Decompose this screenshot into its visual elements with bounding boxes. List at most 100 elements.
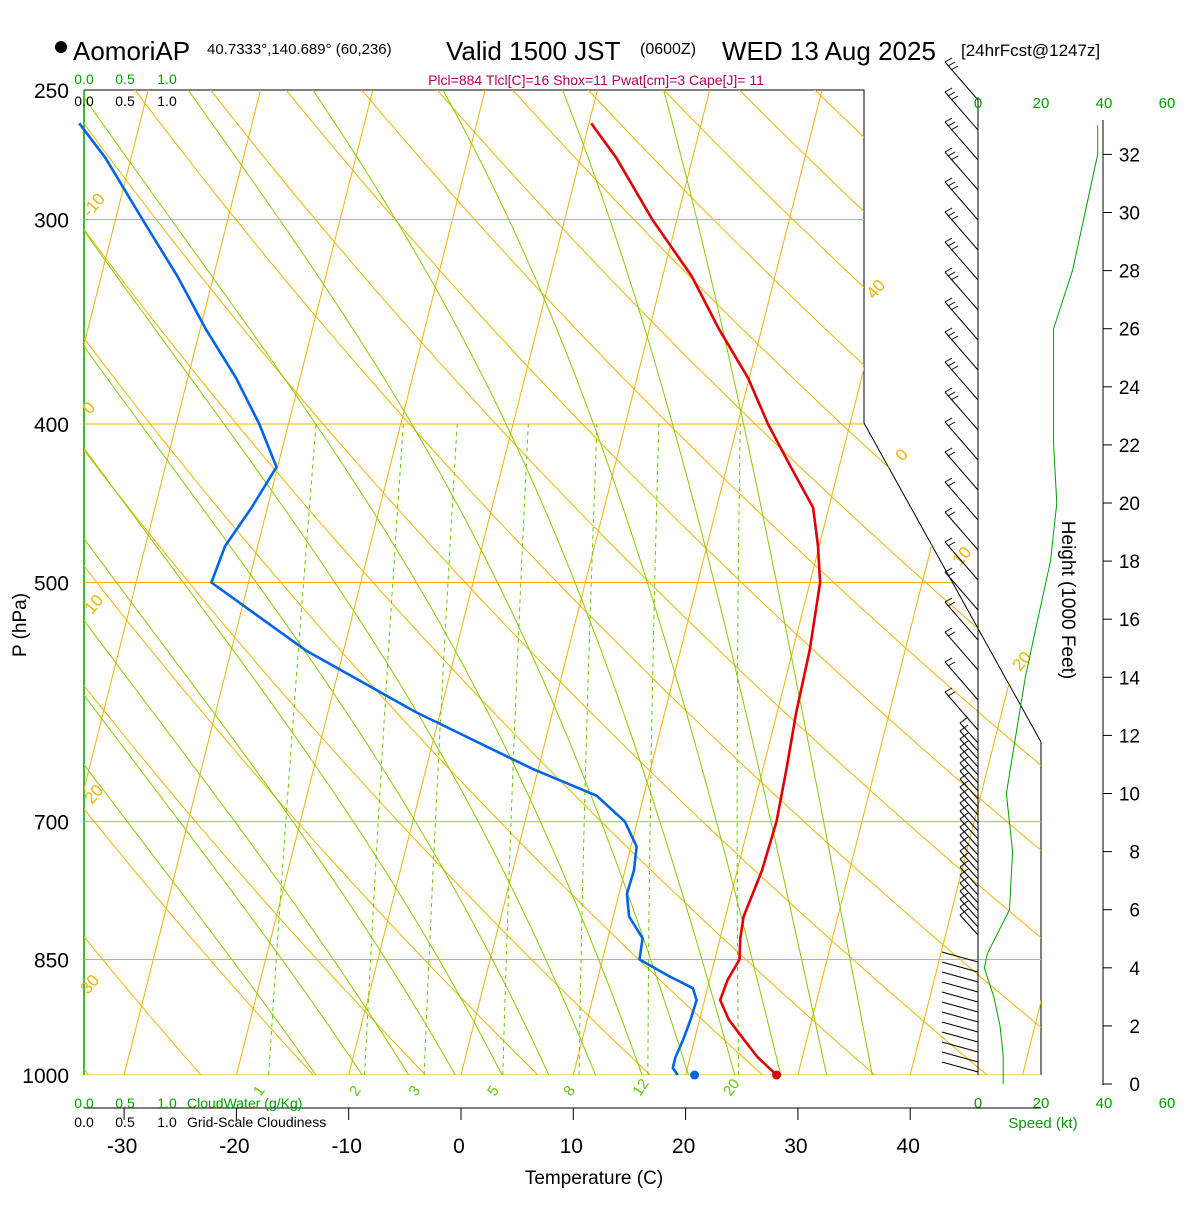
isotherm-line — [349, 0, 638, 1075]
profile-lines — [79, 123, 820, 1079]
wind-barb-flag — [945, 328, 952, 332]
wind-barb — [960, 899, 978, 919]
wind-barb-flag — [951, 96, 958, 100]
wind-barb — [942, 1022, 978, 1032]
mixing-ratio-label: 12 — [629, 1076, 652, 1099]
wind-barb — [960, 771, 978, 791]
wind-barb — [945, 422, 978, 460]
isotherm-line — [1023, 0, 1200, 1075]
cloudiness-tick-bottom: 1.0 — [157, 1114, 177, 1130]
wind-barb-flag — [948, 692, 955, 696]
wind-barb-flag — [951, 276, 958, 280]
wind-barb-flag — [945, 298, 952, 302]
wind-barb-flag — [951, 246, 958, 250]
moist-adiabat — [0, 61, 475, 1110]
isotherm-line — [461, 0, 750, 1075]
wind-barb — [960, 787, 978, 807]
wind-barb — [960, 803, 978, 823]
wind-barb-flag — [945, 538, 952, 542]
height-tick-label: 14 — [1119, 668, 1141, 689]
pressure-tick-label: 850 — [34, 950, 69, 973]
height-tick-label: 6 — [1129, 901, 1140, 922]
wind-barb — [945, 212, 978, 250]
wind-barb-flag — [945, 58, 952, 62]
pressure-tick-label: 700 — [34, 812, 69, 835]
wind-barb-flag — [948, 422, 955, 426]
wind-barb-flag — [951, 336, 958, 340]
wind-barb — [945, 392, 978, 430]
adiabat-label: 0 — [892, 445, 913, 464]
speed-tick-bottom: 60 — [1159, 1095, 1176, 1112]
wind-barb-flag — [948, 62, 955, 66]
dry-adiabat — [234, 0, 1200, 1110]
wind-barb — [945, 632, 978, 670]
wind-barb-flag — [945, 688, 952, 692]
cloudiness-tick-top: 0.0 — [74, 93, 94, 109]
wind-barb-flag — [951, 396, 958, 400]
wind-barb — [942, 962, 978, 972]
wind-barb — [945, 152, 978, 190]
wind-barb-flag — [948, 182, 955, 186]
temperature-tick-label: 40 — [897, 1135, 920, 1158]
wind-barb — [960, 843, 978, 863]
station-name: AomoriAP — [73, 36, 190, 66]
temperature-tick-label: -20 — [219, 1135, 249, 1158]
cloud-water-label: CloudWater (g/Kg) — [187, 1095, 302, 1111]
wind-barb-flag — [948, 272, 955, 276]
forecast-label: [24hrFcst@1247z] — [961, 41, 1100, 60]
dry-adiabat — [0, 0, 460, 1110]
wind-barb — [942, 1032, 978, 1042]
wind-barb — [960, 795, 978, 815]
height-tick-label: 4 — [1129, 959, 1140, 980]
moist-adiabat — [0, 61, 520, 1110]
wind-barb — [960, 763, 978, 783]
wind-barb-flag — [945, 418, 952, 422]
wind-barb — [945, 182, 978, 220]
wind-barb — [945, 602, 978, 640]
isotherm-line — [124, 0, 413, 1075]
wind-barb-flag — [948, 452, 955, 456]
pressure-tick-label: 500 — [34, 573, 69, 596]
wind-barb-flag — [948, 362, 955, 366]
pressure-tick-label: 250 — [34, 80, 69, 103]
valid-time: Valid 1500 JST — [446, 36, 621, 66]
height-tick-label: 2 — [1129, 1017, 1140, 1038]
temperature-surface-marker — [772, 1071, 781, 1080]
temperature-tick-label: 0 — [453, 1135, 465, 1158]
wind-barb-flag — [945, 478, 952, 482]
wind-barb — [960, 723, 978, 743]
isotherm-line — [0, 0, 76, 1075]
wind-barb-flag — [945, 448, 952, 452]
cloud-water-tick-top: 0.5 — [115, 71, 135, 87]
indices-line: Plcl=884 Tlcl[C]=16 Shox=11 Pwat[cm]=3 C… — [428, 72, 764, 88]
dry-adiabat — [0, 0, 4, 1110]
temperature-tick-label: 10 — [560, 1135, 583, 1158]
wind-barb — [942, 952, 978, 962]
wind-barb-flag — [945, 388, 952, 392]
background-lines — [0, 0, 1200, 1110]
wind-barb-flag — [951, 66, 958, 70]
height-tick-label: 8 — [1129, 843, 1140, 864]
height-tick-label: 24 — [1119, 378, 1141, 399]
isotherm-line — [686, 0, 975, 1075]
height-axis-title: Height (1000 Feet) — [1057, 521, 1078, 679]
wind-barb — [942, 992, 978, 1002]
speed-tick-top: 60 — [1159, 95, 1176, 112]
height-tick-label: 20 — [1119, 494, 1140, 515]
cloud-water-tick-bottom: 0.0 — [74, 1095, 94, 1111]
wind-barb-flag — [945, 358, 952, 362]
adiabat-label: 30 — [77, 971, 104, 998]
isotherm-line — [0, 0, 188, 1075]
moist-adiabat — [427, 61, 789, 1110]
mixing-ratio-line — [579, 424, 597, 1075]
wind-barb-flag — [948, 152, 955, 156]
temperature-tick-label: -10 — [332, 1135, 362, 1158]
speed-tick-top: 0 — [974, 95, 982, 112]
wind-barb — [960, 891, 978, 911]
mixing-ratio-label: 2 — [346, 1083, 365, 1100]
height-tick-label: 30 — [1119, 204, 1140, 225]
height-tick-label: 12 — [1119, 726, 1140, 747]
wind-barb — [960, 867, 978, 887]
cloudiness-tick-top: 1.0 — [157, 93, 177, 109]
wind-barb — [942, 1002, 978, 1012]
